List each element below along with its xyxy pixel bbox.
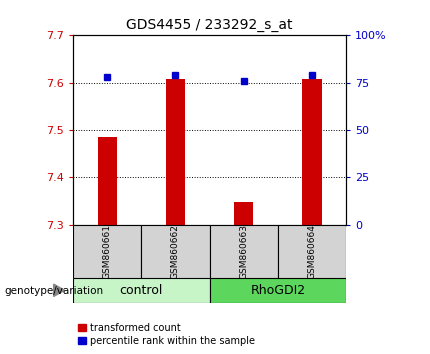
- Text: genotype/variation: genotype/variation: [4, 286, 104, 296]
- Text: GSM860662: GSM860662: [171, 224, 180, 279]
- Text: control: control: [120, 284, 163, 297]
- Bar: [73, 225, 141, 278]
- Polygon shape: [54, 284, 64, 297]
- Bar: [141, 225, 210, 278]
- Bar: [210, 278, 346, 303]
- Bar: [98, 137, 117, 225]
- Text: GSM860663: GSM860663: [239, 224, 248, 279]
- Legend: transformed count, percentile rank within the sample: transformed count, percentile rank withi…: [78, 323, 255, 346]
- Text: GSM860664: GSM860664: [307, 224, 316, 279]
- Bar: [210, 225, 278, 278]
- Bar: [234, 202, 253, 225]
- Bar: [302, 79, 322, 225]
- Text: GSM860661: GSM860661: [103, 224, 112, 279]
- Bar: [166, 79, 185, 225]
- Text: RhoGDI2: RhoGDI2: [250, 284, 305, 297]
- Title: GDS4455 / 233292_s_at: GDS4455 / 233292_s_at: [126, 18, 293, 32]
- Bar: [278, 225, 346, 278]
- Bar: [73, 278, 210, 303]
